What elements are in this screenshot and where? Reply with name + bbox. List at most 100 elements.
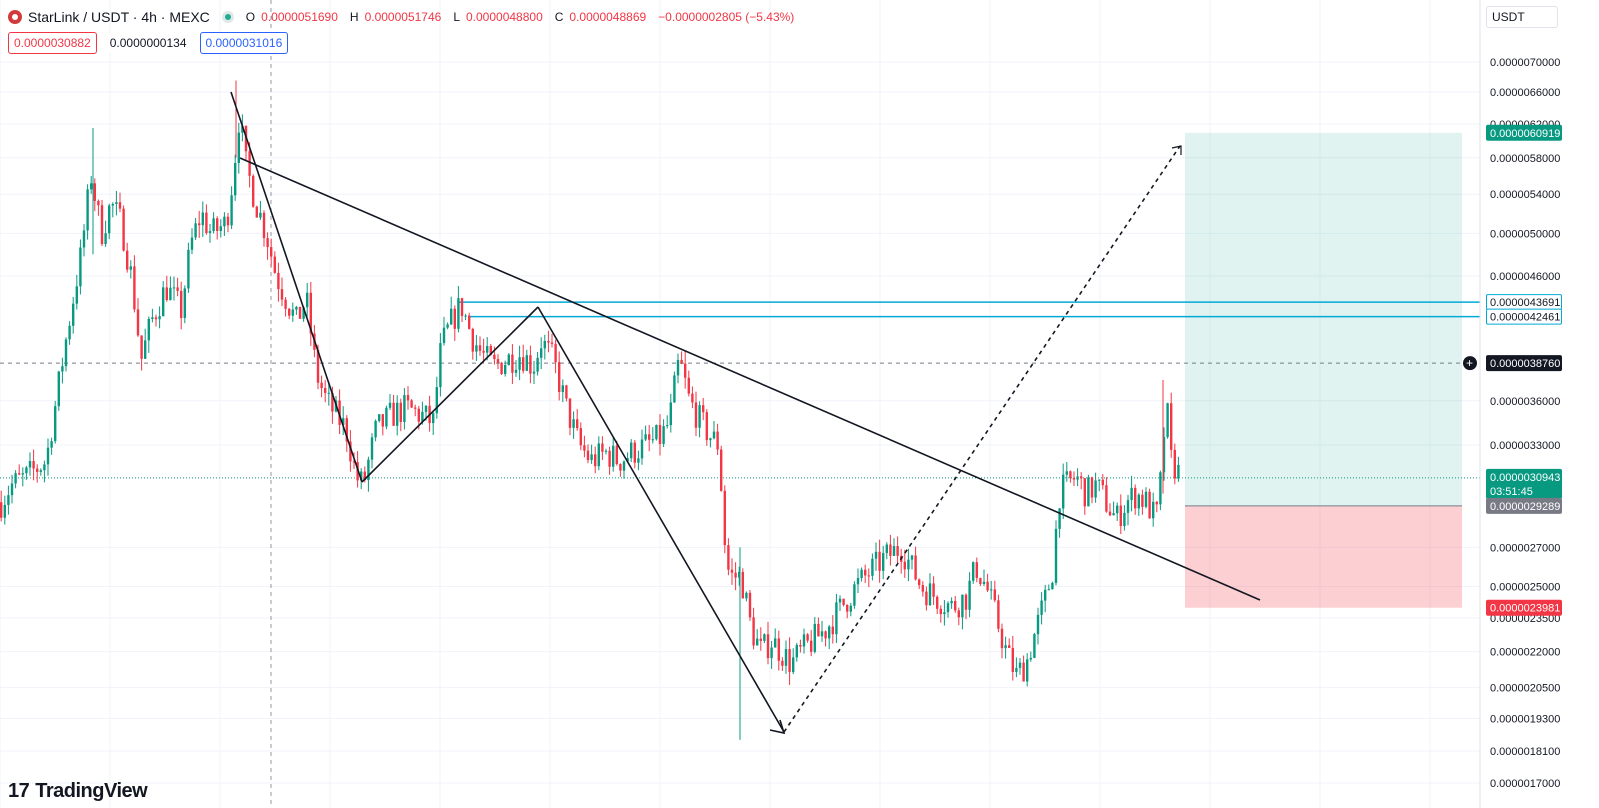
candle-body bbox=[345, 418, 348, 442]
candle-body bbox=[885, 544, 888, 554]
candle-body bbox=[540, 348, 543, 358]
candles-group bbox=[0, 114, 1180, 687]
candle-body bbox=[892, 546, 896, 556]
candle-body bbox=[396, 402, 399, 426]
symbol-title[interactable]: StarLink / USDT · 4h · MEXC bbox=[28, 9, 210, 25]
candle-body bbox=[198, 223, 201, 226]
candle-body bbox=[604, 450, 608, 452]
candle-body bbox=[162, 287, 165, 317]
candle-body bbox=[1054, 528, 1058, 583]
currency-select[interactable]: USDT bbox=[1486, 6, 1558, 28]
candle-body bbox=[1162, 437, 1166, 473]
market-status-icon[interactable] bbox=[221, 11, 234, 23]
candle-body bbox=[856, 578, 860, 585]
candle-body bbox=[248, 151, 251, 176]
candle-body bbox=[543, 341, 546, 349]
candle-body bbox=[838, 598, 842, 603]
candle-body bbox=[1029, 657, 1032, 660]
candle-body bbox=[1148, 491, 1151, 519]
candle-body bbox=[864, 569, 867, 576]
candle-body bbox=[622, 461, 626, 471]
candle-body bbox=[10, 483, 14, 496]
candle-body bbox=[1008, 645, 1011, 648]
candle-body bbox=[450, 308, 453, 325]
candle-body bbox=[662, 426, 665, 444]
price-label-entry bbox=[1486, 497, 1562, 514]
candle-body bbox=[558, 362, 561, 392]
candle-body bbox=[68, 325, 71, 340]
price-label-stop bbox=[1486, 599, 1562, 616]
candle-body bbox=[111, 203, 114, 206]
candle-body bbox=[648, 434, 651, 440]
candle-body bbox=[986, 581, 989, 591]
candle-body bbox=[133, 266, 136, 310]
open-value: 0.0000051690 bbox=[261, 10, 338, 24]
price-label-hline-bg-2 bbox=[1487, 309, 1561, 324]
high-label: H bbox=[349, 10, 359, 24]
candle-body bbox=[266, 238, 269, 248]
candle-body bbox=[666, 425, 669, 427]
candle-body bbox=[774, 638, 777, 648]
candle-body bbox=[446, 324, 449, 328]
candle-body bbox=[846, 604, 849, 612]
candle-body bbox=[712, 431, 716, 439]
candle-body bbox=[810, 640, 813, 652]
candle-body bbox=[241, 125, 244, 133]
candle-body bbox=[1101, 479, 1104, 486]
candle-body bbox=[439, 343, 442, 388]
candle-body bbox=[252, 175, 255, 207]
add-alert-icon bbox=[1463, 356, 1477, 371]
sell-button[interactable]: 0.0000030882 bbox=[8, 32, 97, 54]
candle-body bbox=[18, 473, 21, 475]
candle-body bbox=[946, 603, 950, 613]
candle-body bbox=[493, 354, 496, 360]
candle-body bbox=[568, 398, 572, 428]
candle-body bbox=[349, 441, 352, 462]
candle-body bbox=[1065, 471, 1068, 475]
candle-body bbox=[1036, 614, 1040, 635]
candle-body bbox=[72, 303, 75, 326]
candle-body bbox=[403, 395, 406, 422]
candle-body bbox=[468, 315, 471, 329]
candle-body bbox=[741, 571, 744, 599]
candle-body bbox=[968, 580, 971, 610]
candle-body bbox=[972, 562, 975, 581]
candle-body bbox=[655, 424, 658, 440]
y-axis-tick-label: 0.0000025000 bbox=[1490, 582, 1560, 594]
candle-body bbox=[547, 341, 550, 343]
low-label: L bbox=[453, 10, 460, 24]
candle-body bbox=[871, 558, 874, 576]
candle-body bbox=[172, 287, 176, 289]
add-alert-plus: + bbox=[1466, 356, 1473, 370]
candle-body bbox=[1152, 501, 1155, 519]
candle-body bbox=[205, 212, 208, 233]
wave-line-1 bbox=[230, 91, 363, 483]
candle-body bbox=[889, 544, 892, 556]
wave-arrow-head bbox=[769, 719, 786, 735]
candle-body bbox=[975, 562, 978, 579]
candle-body bbox=[961, 594, 964, 618]
open-label: O bbox=[245, 10, 256, 24]
candle-body bbox=[219, 226, 222, 231]
candle-body bbox=[770, 647, 773, 659]
candle-body bbox=[630, 442, 633, 459]
candle-body bbox=[1141, 494, 1144, 507]
candle-body bbox=[1173, 449, 1176, 479]
candle-body bbox=[169, 287, 172, 301]
buy-button[interactable]: 0.0000031016 bbox=[199, 32, 289, 54]
trendline-descending bbox=[239, 157, 1261, 601]
candle-body bbox=[86, 189, 89, 231]
candle-body bbox=[1108, 511, 1112, 516]
candle-body bbox=[529, 355, 532, 374]
candle-body bbox=[435, 387, 438, 414]
low-value: 0.0000048800 bbox=[466, 10, 543, 24]
y-axis-tick-label: 0.0000036000 bbox=[1490, 396, 1560, 408]
candle-body bbox=[1137, 494, 1140, 509]
candle-body bbox=[79, 247, 82, 287]
tradingview-mark-icon: 17 bbox=[8, 780, 30, 802]
candle-body bbox=[295, 306, 298, 310]
candle-body bbox=[190, 237, 194, 250]
candle-body bbox=[658, 424, 662, 444]
tradingview-logo[interactable]: 17 TradingView bbox=[8, 780, 148, 803]
